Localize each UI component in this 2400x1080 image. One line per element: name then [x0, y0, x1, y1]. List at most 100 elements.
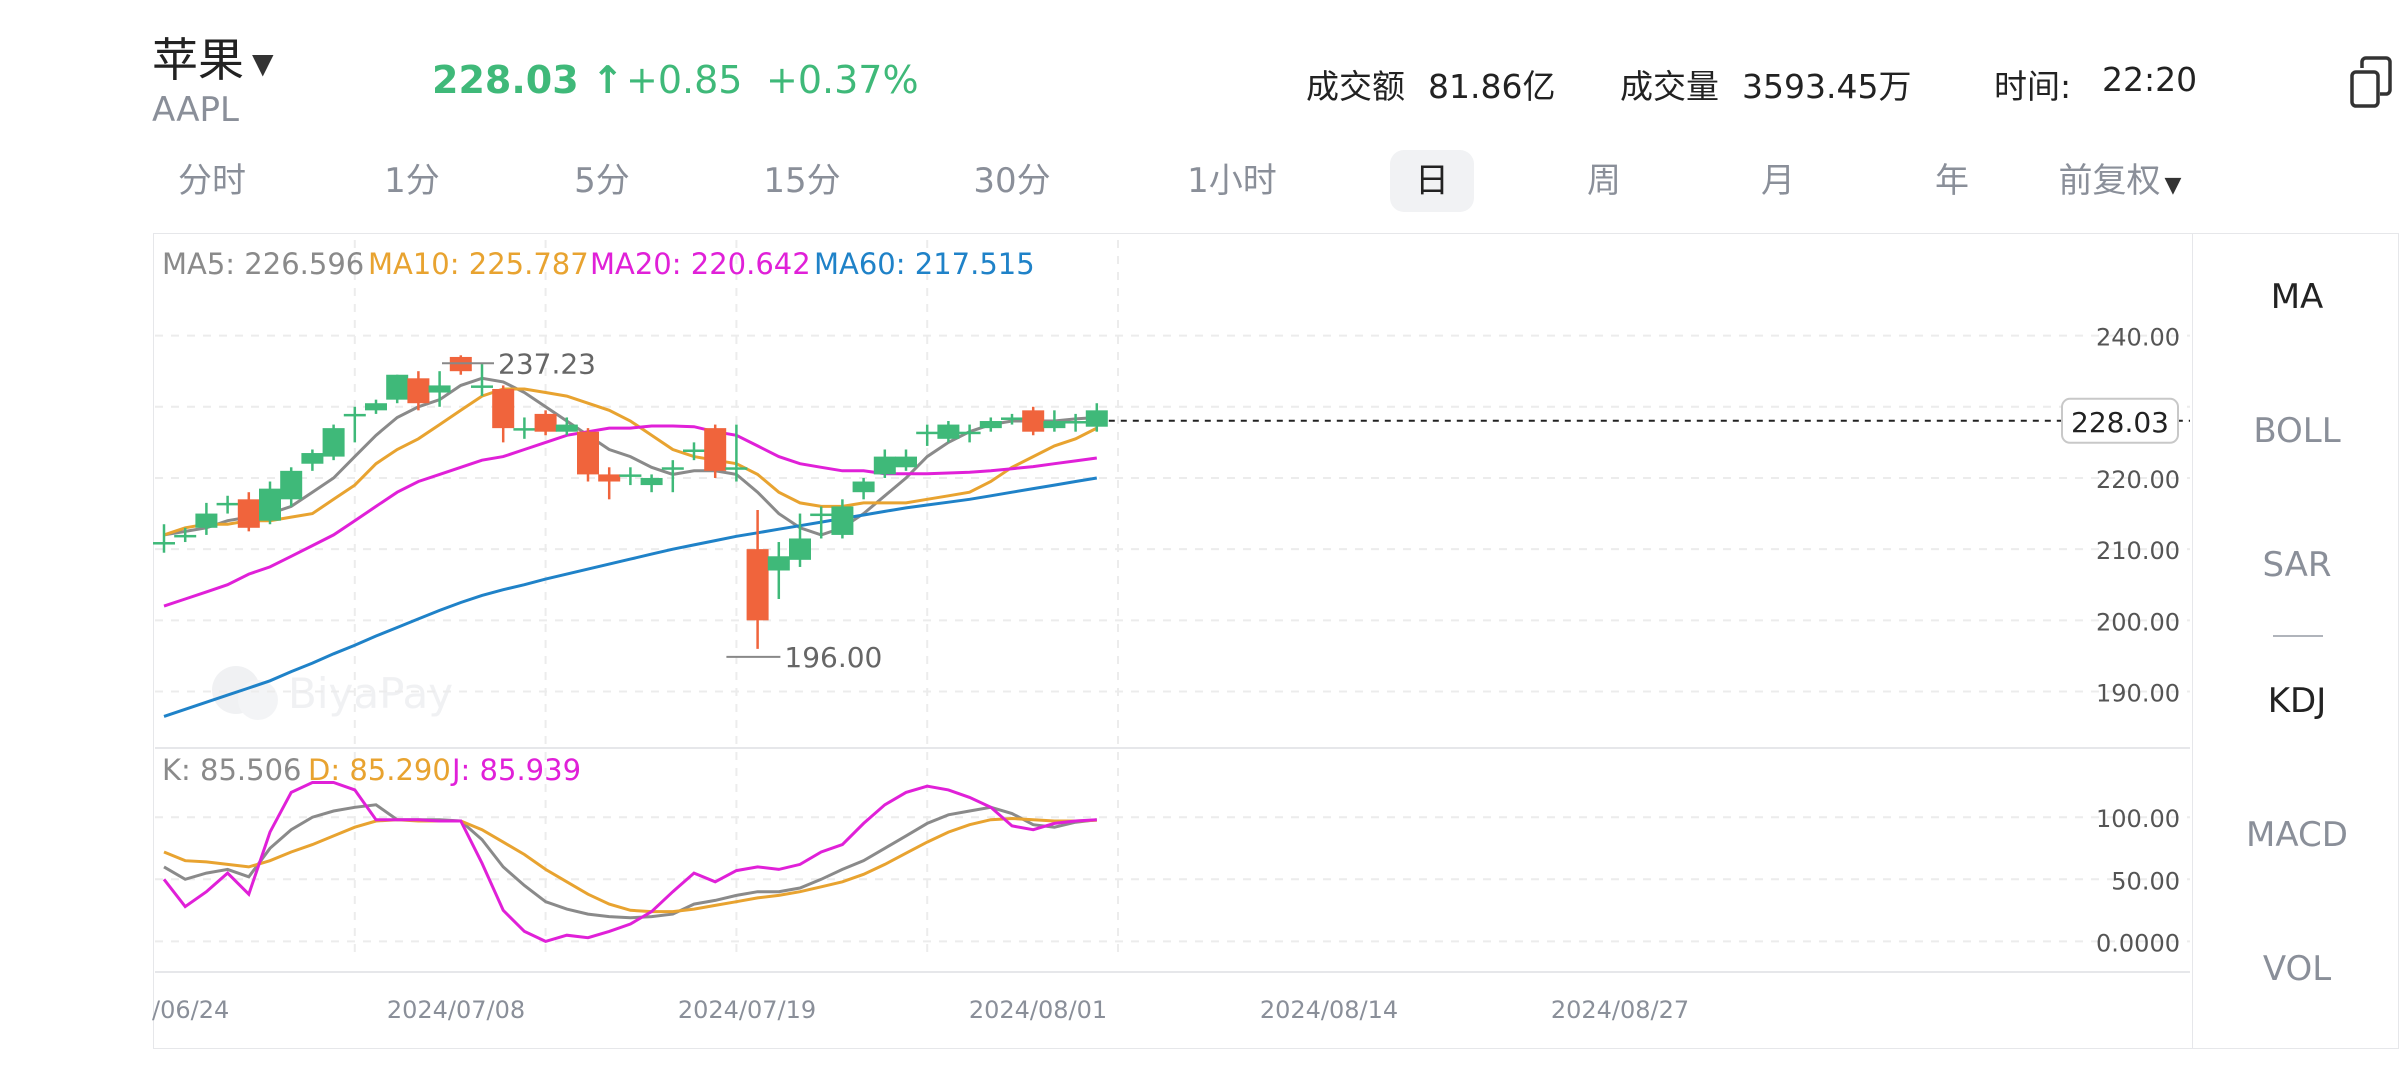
indicator-kdj[interactable]: KDJ — [2267, 681, 2327, 721]
candle-body — [661, 467, 684, 470]
date-tick-label: 2024/07/19 — [678, 996, 816, 1024]
tab-1min[interactable]: 1分 — [384, 161, 440, 201]
stock-code: AAPL — [152, 90, 239, 130]
candle-body — [895, 456, 917, 468]
candle-body — [343, 413, 366, 417]
candle-body — [1022, 410, 1045, 432]
candle-body — [767, 556, 790, 571]
price-axis: 240.00 220.00 210.00 200.00 190.00 — [2096, 324, 2180, 708]
current-price: 228.03 ↑ — [432, 58, 624, 102]
kdj-j-line — [162, 781, 1097, 943]
tab-5min[interactable]: 5分 — [574, 161, 630, 201]
price-tick-label: 240.00 — [2096, 324, 2180, 352]
tab-15min[interactable]: 15分 — [763, 161, 841, 201]
price-change-percent: +0.37% — [766, 58, 919, 102]
indicator-panel: MA BOLL SAR KDJ MACD VOL — [2192, 233, 2400, 1049]
candles — [153, 355, 1108, 649]
candle-body — [789, 538, 811, 560]
candle-body — [916, 431, 939, 435]
max-price-label: 237.23 — [498, 347, 596, 380]
price-tick-label: 200.00 — [2096, 608, 2180, 636]
kdj-axis: 100.00 50.00 0.0000 — [2096, 805, 2180, 957]
candle-body — [640, 477, 663, 486]
date-tick-label: 2024/07/08 — [387, 996, 525, 1024]
price-tick-label: 190.00 — [2096, 680, 2180, 708]
price-tick-label: 210.00 — [2096, 537, 2180, 565]
candle-body — [513, 428, 536, 431]
adjustment-label: 前复权 — [2058, 161, 2161, 201]
candle-body — [852, 481, 875, 493]
kdj-tick-label: 0.0000 — [2096, 929, 2180, 957]
tab-minute[interactable]: 分时 — [178, 161, 246, 201]
indicator-macd[interactable]: MACD — [2246, 815, 2348, 855]
candle-body — [216, 502, 239, 506]
candle-body — [301, 453, 324, 464]
tab-30min[interactable]: 30分 — [973, 161, 1051, 201]
candle-body — [725, 467, 748, 470]
annotations: 228.03 237.23 196.00 — [442, 347, 2190, 674]
ma60-line — [163, 476, 1098, 718]
candle-body — [174, 534, 197, 538]
legend-ma10: MA10: 225.787 — [368, 247, 589, 281]
date-tick-label: 2024/08/01 — [969, 996, 1107, 1024]
candle-body — [746, 549, 769, 621]
date-tick-label: /06/24 — [152, 996, 229, 1024]
candle-body — [365, 403, 387, 411]
ma5-line — [163, 376, 1097, 537]
volume-label: 成交量 — [1620, 67, 1719, 106]
candle-body — [195, 513, 218, 528]
date-tick-label: 2024/08/14 — [1260, 996, 1398, 1024]
candle-body — [810, 513, 833, 517]
turnover-value: 81.86亿 — [1428, 67, 1556, 106]
candle-body — [407, 378, 430, 404]
tab-year[interactable]: 年 — [1935, 161, 1969, 201]
last-price-badge — [2061, 397, 2179, 444]
grid — [155, 240, 2190, 973]
legend-j: J: 85.939 — [450, 753, 581, 787]
caret-down-icon: ▼ — [252, 47, 274, 80]
legend-ma5: MA5: 226.596 — [162, 247, 364, 281]
indicator-ma[interactable]: MA — [2270, 277, 2324, 317]
legend-ma60: MA60: 217.515 — [814, 247, 1035, 281]
tab-1hour[interactable]: 1小时 — [1187, 161, 1277, 201]
x-axis: /06/24 2024/07/08 2024/07/19 2024/08/01 2024… — [152, 996, 1689, 1024]
indicator-divider — [2273, 635, 2323, 637]
candle-body — [1001, 417, 1023, 420]
candle-body — [471, 385, 493, 388]
indicator-vol[interactable]: VOL — [2262, 949, 2332, 989]
tab-day[interactable]: 日 — [1390, 150, 1474, 212]
candle-body — [534, 413, 557, 432]
indicator-sar[interactable]: SAR — [2262, 545, 2332, 585]
indicator-boll[interactable]: BOLL — [2253, 411, 2341, 451]
turnover-label: 成交额 — [1306, 67, 1405, 106]
candle-body — [619, 474, 642, 477]
ma10-line — [163, 387, 1098, 537]
candle-body — [958, 431, 981, 435]
stock-name: 苹果 — [152, 33, 244, 87]
price-change: +0.85 — [626, 58, 743, 102]
watermark-text: BiyaPay — [288, 669, 453, 718]
candle-body — [873, 456, 896, 475]
legend-k: K: 85.506 — [162, 753, 301, 787]
candle-body — [322, 428, 345, 457]
candle-body — [280, 470, 303, 500]
caret-down-icon: ▼ — [2164, 173, 2182, 198]
candle-body — [937, 424, 960, 439]
kdj-k-line — [163, 803, 1097, 920]
min-price-label: 196.00 — [784, 641, 882, 674]
chart-frame — [153, 233, 2399, 1049]
candle-body — [428, 385, 451, 393]
candle-body — [704, 428, 727, 471]
adjustment-dropdown[interactable]: 前复权 ▼ — [2050, 150, 2190, 212]
stock-name-dropdown[interactable]: 苹果 ▼ — [152, 24, 274, 90]
candle-body — [259, 488, 281, 521]
ma-lines — [163, 376, 1098, 718]
candle-body — [386, 374, 409, 400]
candle-body — [1043, 421, 1066, 429]
candle-body — [492, 388, 515, 429]
tab-week[interactable]: 周 — [1587, 161, 1621, 201]
copy-icon[interactable] — [2348, 54, 2394, 110]
tab-month[interactable]: 月 — [1761, 161, 1795, 201]
candle-body — [1064, 421, 1087, 424]
